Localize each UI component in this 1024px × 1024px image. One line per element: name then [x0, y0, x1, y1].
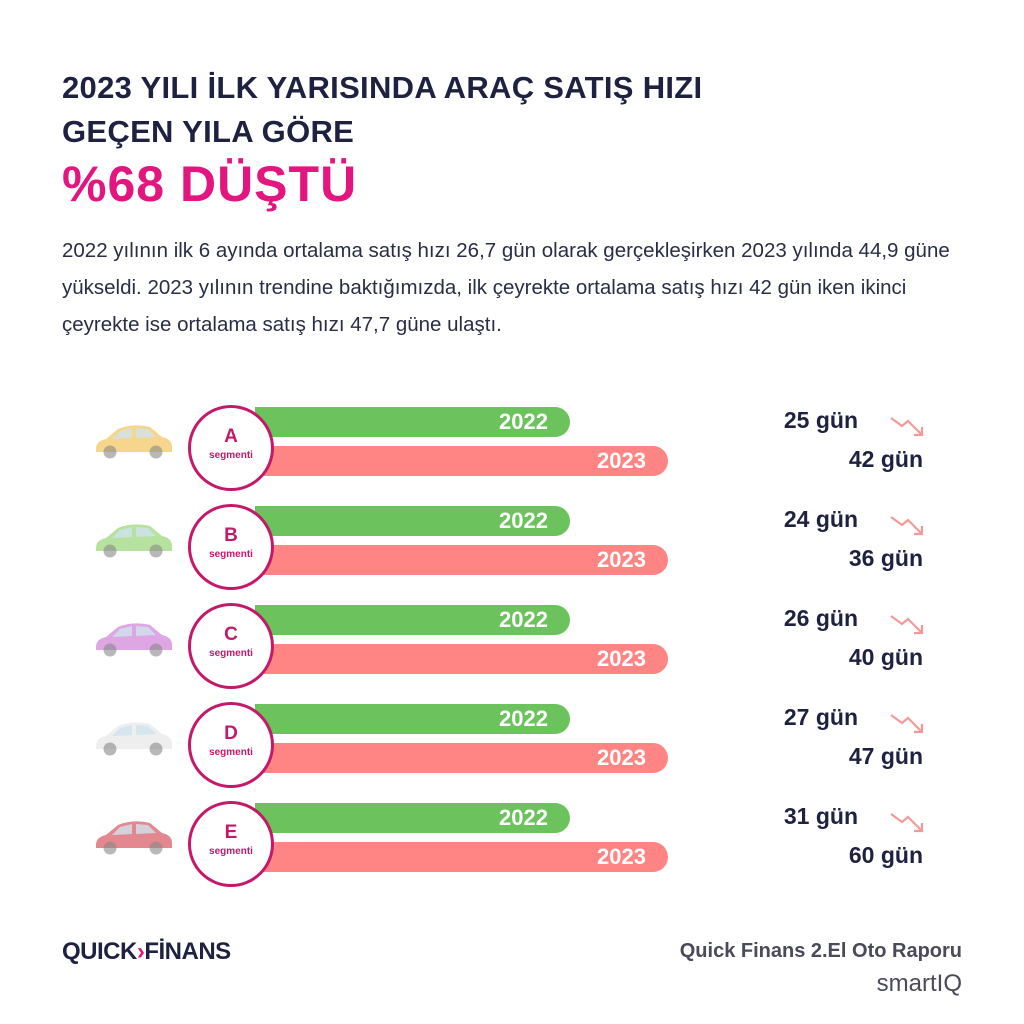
car-icon — [96, 425, 172, 459]
headline-line1: 2023 YILI İLK YARISINDA ARAÇ SATIŞ HIZI — [62, 70, 703, 105]
headline-highlight: %68 DÜŞTÜ — [62, 156, 358, 212]
trend-down-arrow-icon — [890, 417, 924, 437]
bar-2022: 2022 — [255, 407, 570, 437]
segment-row: 2022 2023 A segmenti 25 gün 42 gün — [0, 405, 1024, 500]
value-2023: 60 gün — [848, 842, 923, 868]
quick-finans-logo: QUICK›FİNANS — [62, 938, 231, 966]
value-2022: 31 gün — [783, 803, 858, 829]
bar-2022: 2022 — [255, 803, 570, 833]
segment-label: segmenti — [209, 549, 253, 560]
value-2022: 24 gün — [783, 506, 858, 532]
segment-letter: D — [224, 723, 238, 744]
summary-paragraph: 2022 yılının ilk 6 ayında ortalama satış… — [62, 239, 950, 336]
trend-down-arrow-icon — [890, 813, 924, 833]
bar-2023: 2023 — [255, 545, 668, 575]
value-2023: 47 gün — [848, 743, 923, 769]
segment-row: 2022 2023 D segmenti 27 gün 47 gün — [0, 702, 1024, 797]
segment-badge: E segmenti — [188, 801, 274, 887]
segment-label: segmenti — [209, 450, 253, 461]
value-2022: 25 gün — [783, 407, 858, 433]
segment-row: 2022 2023 E segmenti 31 gün 60 gün — [0, 801, 1024, 896]
segment-label: segmenti — [209, 747, 253, 758]
segment-label: segmenti — [209, 846, 253, 857]
car-icon — [96, 821, 172, 855]
value-2023: 42 gün — [848, 446, 923, 472]
bar-2023: 2023 — [255, 644, 668, 674]
car-icon — [96, 524, 172, 558]
segment-label: segmenti — [209, 648, 253, 659]
bar-2023: 2023 — [255, 743, 668, 773]
segment-letter: C — [224, 624, 238, 645]
bar-2023-label: 2023 — [597, 448, 646, 473]
value-2023: 36 gün — [848, 545, 923, 571]
smartiq-logo: smartIQ — [876, 970, 962, 997]
car-icon — [96, 722, 172, 756]
value-2022: 26 gün — [783, 605, 858, 631]
bar-2022-label: 2022 — [499, 805, 548, 830]
logo-text-left: QUICK — [62, 938, 137, 965]
value-2023: 40 gün — [848, 644, 923, 670]
segment-letter: A — [224, 426, 238, 447]
bar-2022: 2022 — [255, 704, 570, 734]
car-icon — [96, 623, 172, 657]
trend-down-arrow-icon — [890, 615, 924, 635]
bar-2022-label: 2022 — [499, 607, 548, 632]
segment-badge: B segmenti — [188, 504, 274, 590]
chevron-icon: › — [136, 938, 145, 965]
bar-2022-label: 2022 — [499, 409, 548, 434]
bar-2022: 2022 — [255, 605, 570, 635]
segment-badge: C segmenti — [188, 603, 274, 689]
segment-letter: E — [224, 822, 238, 843]
bar-2022-label: 2022 — [499, 706, 548, 731]
trend-down-arrow-icon — [890, 516, 924, 536]
report-name: Quick Finans 2.El Oto Raporu — [679, 940, 962, 962]
bar-2023-label: 2023 — [597, 745, 646, 770]
bar-2022-label: 2022 — [499, 508, 548, 533]
bar-2023: 2023 — [255, 446, 668, 476]
bar-2023-label: 2023 — [597, 844, 646, 869]
logo-text-right: FİNANS — [144, 938, 231, 965]
segment-badge: A segmenti — [188, 405, 274, 491]
bar-2023: 2023 — [255, 842, 668, 872]
trend-down-arrow-icon — [890, 714, 924, 734]
bar-2022: 2022 — [255, 506, 570, 536]
segment-row: 2022 2023 C segmenti 26 gün 40 gün — [0, 603, 1024, 698]
headline: 2023 YILI İLK YARISINDA ARAÇ SATIŞ HIZI … — [62, 66, 702, 154]
segment-row: 2022 2023 B segmenti 24 gün 36 gün — [0, 504, 1024, 599]
value-2022: 27 gün — [783, 704, 858, 730]
headline-line2: GEÇEN YILA GÖRE — [62, 114, 355, 149]
segment-badge: D segmenti — [188, 702, 274, 788]
bar-2023-label: 2023 — [597, 547, 646, 572]
segment-letter: B — [224, 525, 238, 546]
bar-2023-label: 2023 — [597, 646, 646, 671]
